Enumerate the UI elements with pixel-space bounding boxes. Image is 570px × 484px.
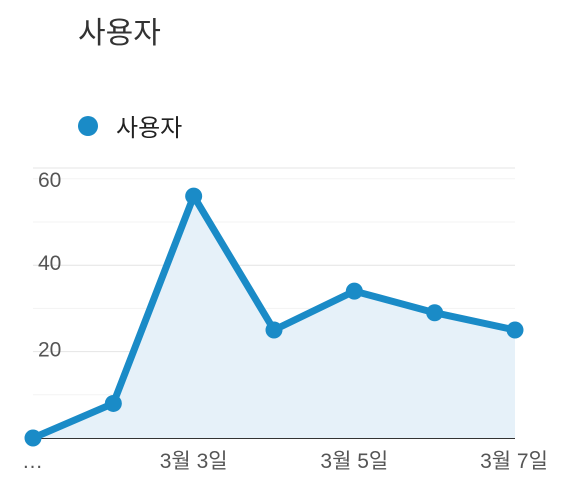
data-point (24, 429, 42, 447)
series-area (33, 196, 515, 438)
data-point (506, 321, 524, 339)
data-point (104, 394, 122, 412)
y-tick-label: 20 (38, 339, 61, 362)
x-tick-label: 3월 5일 (320, 450, 388, 473)
y-tick-label: 60 (38, 169, 61, 192)
y-axis-ticks: 20 40 60 (38, 169, 61, 362)
legend: 사용자 (78, 108, 182, 143)
data-point (265, 321, 283, 339)
data-point (426, 304, 444, 322)
x-tick-label: … (22, 450, 43, 473)
data-point (345, 282, 363, 300)
x-axis-ticks: … 3월 3일 3월 5일 3월 7일 (22, 450, 548, 473)
y-tick-label: 40 (38, 252, 61, 275)
legend-label: 사용자 (116, 114, 183, 142)
data-point (185, 187, 203, 205)
data-points (24, 187, 524, 447)
legend-marker (78, 115, 98, 136)
x-tick-label: 3월 7일 (480, 450, 548, 473)
area-layer (33, 196, 515, 438)
chart-title: 사용자 (78, 16, 161, 51)
x-tick-label: 3월 3일 (160, 450, 228, 473)
